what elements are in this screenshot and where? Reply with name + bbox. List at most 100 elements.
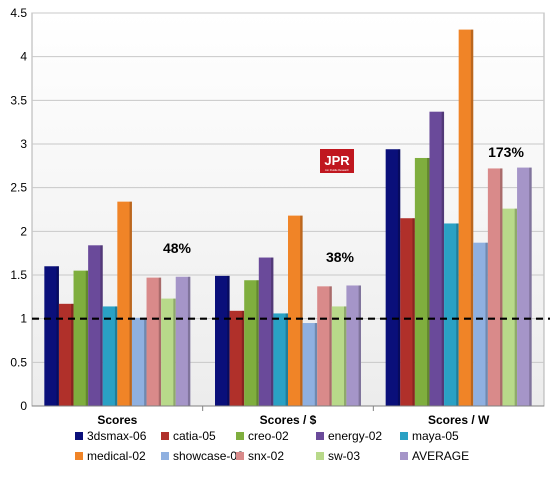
- bar: [473, 242, 488, 406]
- bar: [400, 218, 415, 406]
- legend-swatch: [75, 432, 83, 440]
- bar: [458, 29, 474, 407]
- bar-shade: [470, 29, 474, 407]
- legend-label: catia-05: [173, 429, 216, 443]
- legend-swatch: [316, 432, 324, 440]
- bar: [215, 275, 230, 406]
- legend-swatch: [400, 432, 408, 440]
- y-tick-label: 2.5: [10, 181, 27, 195]
- bar-shade: [412, 218, 415, 406]
- bar-shade: [514, 208, 518, 406]
- bar: [414, 157, 430, 406]
- legend-label: medical-02: [87, 449, 146, 463]
- bar: [73, 270, 89, 406]
- legend-swatch: [236, 452, 244, 460]
- percent-annotation: 173%: [488, 144, 524, 160]
- bar-shade: [100, 245, 103, 406]
- legend-label: snx-02: [248, 449, 284, 463]
- legend-swatch: [75, 452, 83, 460]
- x-category-label: Scores / $: [260, 413, 317, 427]
- jpr-logo-subtext: Jon Peddie Research: [325, 169, 350, 172]
- bar-shade: [344, 306, 347, 406]
- bar-shade: [144, 317, 147, 406]
- y-tick-label: 1: [20, 312, 27, 326]
- bar: [244, 280, 259, 406]
- bar: [88, 245, 103, 406]
- bar-shade: [241, 310, 245, 406]
- bar-shade: [71, 303, 74, 406]
- bar: [146, 277, 162, 406]
- bar: [385, 149, 401, 407]
- bar: [273, 313, 288, 406]
- legend-label: showcase-02: [173, 449, 244, 463]
- y-tick-label: 0.5: [10, 355, 27, 369]
- bar-shade: [485, 242, 488, 406]
- x-category-label: Scores / W: [428, 413, 490, 427]
- percent-annotation: 48%: [163, 240, 192, 256]
- y-tick-label: 4.5: [10, 6, 27, 20]
- bar-shade: [271, 257, 274, 406]
- percent-annotation: 38%: [326, 249, 355, 265]
- legend-swatch: [316, 452, 324, 460]
- legend: 3dsmax-06 catia-05 creo-02 energy-02 maya-05…: [75, 429, 469, 463]
- bar-shade: [500, 168, 503, 406]
- y-tick-label: 0: [20, 399, 27, 413]
- bar: [58, 303, 74, 406]
- bar: [175, 276, 191, 406]
- bar-shade: [529, 167, 532, 406]
- bar: [131, 317, 147, 406]
- x-category-label: Scores: [97, 413, 137, 427]
- bar-shade: [285, 313, 288, 406]
- bar: [288, 215, 303, 406]
- bar-shade: [456, 223, 459, 406]
- bar-shade: [56, 266, 59, 406]
- bar: [429, 111, 445, 406]
- jpr-logo: JPR Jon Peddie Research: [320, 149, 354, 173]
- bar-shade: [358, 285, 361, 406]
- bar: [44, 266, 59, 406]
- bar-shade: [314, 323, 318, 406]
- y-tick-label: 2: [20, 224, 27, 238]
- bar-shade: [173, 298, 176, 406]
- bar-shade: [114, 306, 118, 406]
- bar: [487, 168, 503, 406]
- bar: [258, 257, 274, 406]
- bar-shade: [158, 277, 162, 406]
- legend-label: sw-03: [328, 449, 360, 463]
- bar: [302, 323, 318, 406]
- bar: [502, 208, 518, 406]
- bar-shade: [187, 276, 191, 406]
- legend-swatch: [161, 432, 169, 440]
- bar: [517, 167, 532, 406]
- legend-swatch: [400, 452, 408, 460]
- bar: [317, 286, 332, 406]
- bar-shade: [227, 275, 230, 406]
- bar: [444, 223, 459, 406]
- legend-label: energy-02: [328, 429, 382, 443]
- bar-shade: [300, 215, 303, 406]
- bar: [102, 306, 118, 406]
- bar: [161, 298, 176, 406]
- y-tick-label: 4: [20, 50, 27, 64]
- bar-shade: [129, 201, 132, 406]
- bar-shade: [256, 280, 259, 406]
- bar: [331, 306, 347, 406]
- y-tick-label: 3: [20, 137, 27, 151]
- legend-label: AVERAGE: [412, 449, 469, 463]
- bar: [346, 285, 361, 406]
- y-tick-label: 3.5: [10, 93, 27, 107]
- legend-label: maya-05: [412, 429, 459, 443]
- bar-shade: [427, 157, 430, 406]
- bar-shade: [441, 111, 445, 406]
- bar-shade: [397, 149, 401, 407]
- legend-label: 3dsmax-06: [87, 429, 147, 443]
- bar-shade: [85, 270, 89, 406]
- legend-swatch: [236, 432, 244, 440]
- bar: [229, 310, 245, 406]
- y-tick-label: 1.5: [10, 268, 27, 282]
- bar-shade: [329, 286, 332, 406]
- legend-label: creo-02: [248, 429, 289, 443]
- legend-swatch: [161, 452, 169, 460]
